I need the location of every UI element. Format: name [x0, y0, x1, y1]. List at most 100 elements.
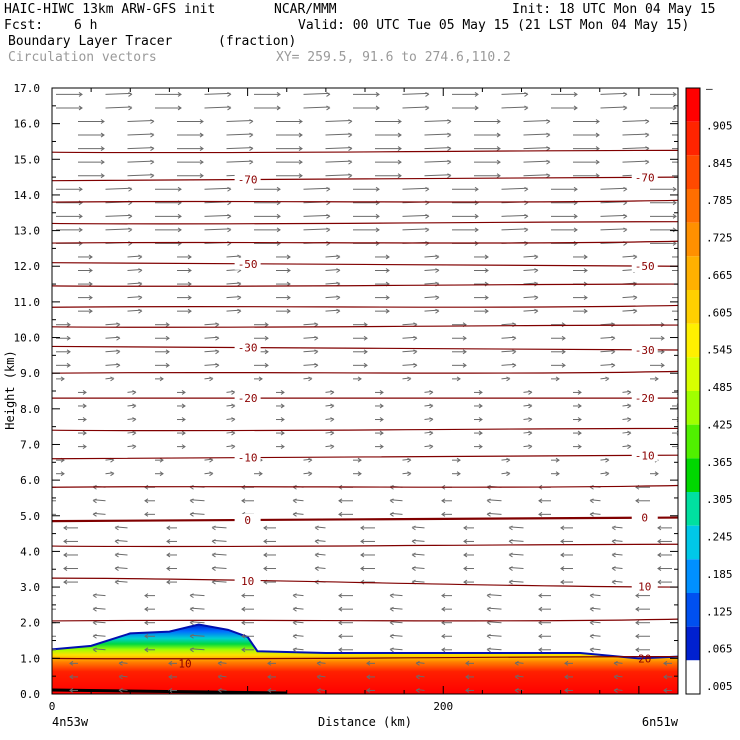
- wind-vector-head: [150, 132, 155, 138]
- wind-vector-head: [385, 254, 390, 260]
- wind-vector-head: [189, 498, 194, 504]
- wind-vector-head: [672, 105, 677, 111]
- wind-vector-head: [366, 674, 371, 680]
- wind-vector: [226, 120, 253, 123]
- wind-vector-head: [465, 660, 470, 666]
- wind-vector-head: [249, 119, 254, 124]
- wind-vector-head: [561, 362, 566, 368]
- wind-vector-head: [577, 390, 582, 395]
- wind-vector-head: [144, 511, 149, 517]
- wind-vector: [105, 214, 132, 217]
- wind-vector-head: [546, 119, 551, 124]
- wind-vector-head: [465, 674, 470, 680]
- wind-vector: [424, 147, 451, 150]
- wind-vector-head: [528, 390, 533, 395]
- x-end-label: 6n51w: [642, 715, 679, 729]
- wind-vector-head: [263, 525, 268, 531]
- wind-vector-head: [583, 268, 588, 273]
- wind-vector-head: [92, 633, 97, 639]
- wind-vector-head: [389, 647, 394, 653]
- wind-vector-head: [397, 159, 402, 165]
- wind-vector: [501, 187, 528, 190]
- wind-vector-head: [577, 403, 582, 409]
- wind-vector-head: [237, 295, 242, 301]
- wind-vector-head: [611, 552, 616, 558]
- wind-vector-head: [338, 647, 343, 653]
- wind-vector-head: [524, 92, 529, 97]
- wind-vector: [190, 512, 205, 515]
- y-tick-label: 12.0: [14, 260, 41, 273]
- wind-vector-head: [506, 457, 511, 463]
- contour-label: -30: [635, 344, 655, 357]
- wind-vector-head: [411, 525, 416, 531]
- wind-vector-head: [561, 322, 566, 328]
- wind-vector-head: [338, 620, 343, 626]
- colorbar-label: .245: [706, 531, 733, 544]
- contour-label-bg: [234, 341, 261, 354]
- wind-vector-head: [397, 173, 402, 179]
- wind-vector: [127, 133, 154, 136]
- wind-vector-head: [249, 146, 254, 152]
- wind-vector-head: [627, 403, 632, 409]
- wind-vector-head: [447, 159, 452, 165]
- wind-vector-head: [211, 579, 216, 585]
- y-tick-label: 17.0: [14, 82, 41, 95]
- wind-vector: [204, 106, 231, 109]
- wind-vector-head: [231, 430, 236, 436]
- wind-vector-head: [595, 119, 600, 124]
- wind-vector: [325, 120, 352, 123]
- wind-vector-head: [623, 92, 628, 97]
- wind-vector-head: [595, 146, 600, 152]
- y-tick-label: 10.0: [14, 332, 41, 345]
- wind-vector-head: [187, 281, 192, 287]
- isotherm-line: [52, 240, 678, 244]
- wind-vector-head: [524, 186, 529, 192]
- wind-vector-head: [298, 132, 303, 138]
- isotherm-line: [52, 454, 678, 460]
- wind-vector: [523, 147, 550, 150]
- vector-name: Circulation vectors: [8, 50, 157, 65]
- wind-vector-head: [63, 539, 68, 544]
- wind-vector-head: [336, 268, 341, 273]
- wind-vector-head: [375, 186, 380, 192]
- colorbar-label: –: [706, 82, 713, 95]
- contour-label-bg: [234, 513, 261, 526]
- wind-vector-head: [100, 132, 105, 138]
- wind-vector: [402, 214, 429, 217]
- wind-vector-head: [187, 268, 192, 273]
- wind-vector-head: [276, 213, 281, 219]
- wind-vector: [402, 323, 417, 326]
- wind-vector-head: [546, 132, 551, 138]
- wind-vector-head: [92, 620, 97, 626]
- wind-vector-head: [114, 579, 119, 585]
- wind-vector: [303, 214, 330, 217]
- wind-vector-head: [241, 593, 246, 599]
- wind-vector-head: [217, 660, 222, 666]
- wind-vector-head: [211, 525, 216, 531]
- colorbar-swatch: [686, 424, 700, 459]
- wind-vector-head: [267, 674, 272, 680]
- wind-vector-head: [63, 525, 68, 531]
- wind-vector-head: [595, 132, 600, 138]
- wind-vector-head: [338, 633, 343, 639]
- wind-vector-head: [524, 213, 529, 219]
- wind-vector-head: [484, 308, 489, 314]
- wind-vector-head: [92, 511, 97, 517]
- wind-vector-head: [583, 295, 588, 301]
- wind-vector-head: [613, 660, 618, 666]
- wind-vector-head: [118, 660, 123, 666]
- wind-vector-head: [435, 308, 440, 314]
- wind-vector: [487, 512, 502, 515]
- wind-vector-head: [132, 444, 137, 450]
- wind-vector: [325, 282, 340, 285]
- y-tick-label: 6.0: [20, 474, 40, 487]
- wind-vector-head: [360, 539, 365, 544]
- contour-label-bg: [631, 511, 658, 524]
- y-axis-title: Height (km): [3, 350, 17, 429]
- wind-vector-head: [633, 254, 638, 260]
- wind-vector-head: [645, 159, 650, 165]
- wind-vector-head: [165, 335, 170, 341]
- wind-vector: [105, 323, 120, 326]
- wind-vector-head: [177, 105, 182, 111]
- wind-vector-head: [92, 498, 97, 504]
